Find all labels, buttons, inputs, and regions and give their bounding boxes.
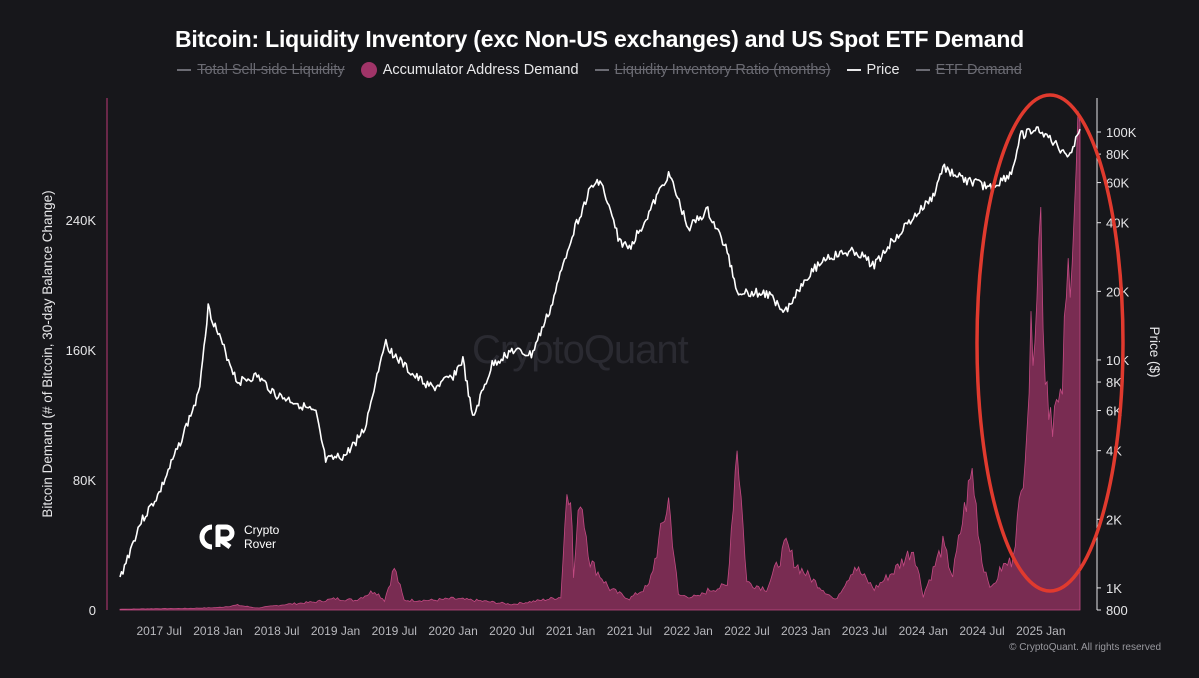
right-tick-label: 1K [1106, 581, 1122, 596]
left-tick-label: 0 [89, 603, 96, 618]
legend-label: Total Sell-side Liquidity [197, 62, 345, 78]
x-tick-label: 2018 Jan [193, 624, 242, 638]
x-tick-label: 2019 Jan [311, 624, 360, 638]
left-tick-label: 80K [73, 473, 96, 488]
x-tick-label: 2020 Jul [489, 624, 534, 638]
watermark-text: CryptoQuant [472, 328, 689, 372]
x-tick-label: 2022 Jul [724, 624, 769, 638]
right-tick-label: 100K [1106, 125, 1137, 140]
x-tick-label: 2019 Jul [372, 624, 417, 638]
highlight-ellipse [975, 93, 1125, 593]
logo-text: Crypto Rover [244, 523, 279, 551]
price-line [119, 126, 1081, 578]
right-tick-label: 80K [1106, 147, 1129, 162]
legend-item-total-sell-side-liquidity[interactable]: Total Sell-side Liquidity [177, 62, 345, 78]
demand-series [119, 110, 1081, 611]
legend-item-price[interactable]: Price [846, 62, 900, 78]
legend-label: Liquidity Inventory Ratio (months) [614, 62, 831, 78]
legend-label: Accumulator Address Demand [382, 62, 579, 78]
x-axis-ticks: 2017 Jul 2018 Jan 2018 Jul 2019 Jan 2019 Jul… [136, 624, 1065, 638]
logo-line-2: Rover [244, 537, 277, 551]
left-tick-label: 240K [66, 213, 97, 228]
legend-item-etf-demand[interactable]: ETF Demand [915, 62, 1022, 78]
x-tick-label: 2023 Jul [842, 624, 887, 638]
legend-line-marker [846, 69, 861, 71]
logo-line-1: Crypto [244, 523, 280, 537]
right-tick-label: 40K [1106, 216, 1129, 231]
right-tick-label: 800 [1106, 603, 1128, 618]
x-tick-label: 2024 Jul [959, 624, 1004, 638]
crypto-rover-logo: Crypto Rover [196, 523, 279, 551]
legend-line-marker [177, 69, 192, 71]
price-series [119, 126, 1081, 578]
x-tick-label: 2021 Jul [607, 624, 652, 638]
legend-dot-marker [360, 62, 377, 78]
left-axis-title: Bitcoin Demand (# of Bitcoin, 30-day Bal… [40, 190, 55, 517]
x-tick-label: 2020 Jan [428, 624, 477, 638]
chart-title: Bitcoin: Liquidity Inventory (exc Non-US… [174, 26, 1025, 52]
right-tick-label: 8K [1106, 375, 1122, 390]
left-tick-label: 160K [66, 343, 97, 358]
right-axis-title: Price ($) [1147, 326, 1162, 377]
chart-legend: Total Sell-side Liquidity Accumulator Ad… [0, 62, 1199, 78]
legend-item-liquidity-inventory-ratio[interactable]: Liquidity Inventory Ratio (months) [594, 62, 831, 78]
right-tick-label: 10K [1106, 353, 1129, 368]
x-tick-label: 2025 Jan [1016, 624, 1065, 638]
demand-area [119, 110, 1081, 611]
x-tick-label: 2021 Jan [546, 624, 595, 638]
legend-item-accumulator-address-demand[interactable]: Accumulator Address Demand [360, 62, 579, 78]
legend-label: Price [866, 62, 900, 78]
left-axis-ticks: 0 80K 160K 240K [66, 213, 97, 618]
crypto-rover-logo-icon [199, 524, 235, 550]
x-tick-label: 2017 Jul [136, 624, 181, 638]
legend-label: ETF Demand [935, 62, 1022, 78]
legend-line-marker [594, 69, 609, 71]
x-tick-label: 2018 Jul [254, 624, 299, 638]
right-tick-label: 2K [1106, 512, 1122, 527]
copyright-text: © CryptoQuant. All rights reserved [1009, 642, 1161, 653]
right-tick-label: 20K [1106, 284, 1129, 299]
x-tick-label: 2024 Jan [899, 624, 948, 638]
legend-line-marker [915, 69, 930, 71]
x-tick-label: 2022 Jan [663, 624, 712, 638]
right-tick-label: 60K [1106, 176, 1129, 191]
x-tick-label: 2023 Jan [781, 624, 830, 638]
